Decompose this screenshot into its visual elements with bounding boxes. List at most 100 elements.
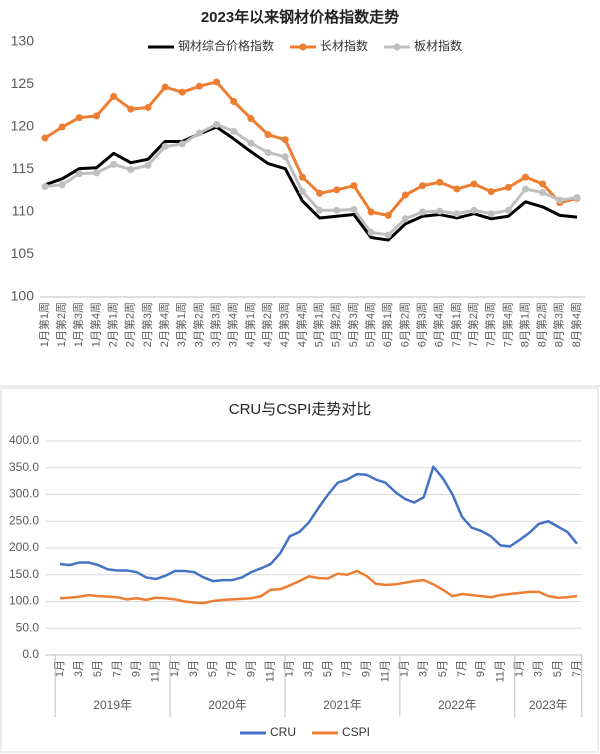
- data-point: [529, 591, 530, 592]
- x-tick-label: 7月第4周: [500, 302, 514, 347]
- data-point: [261, 596, 262, 597]
- data-point: [538, 523, 539, 524]
- x-tick-label: 9月: [130, 660, 142, 677]
- data-point: [442, 589, 443, 590]
- data-point: [577, 596, 578, 597]
- x-tick-label: 11月: [150, 660, 162, 682]
- data-point: [557, 526, 558, 527]
- data-point: [178, 88, 186, 96]
- data-point: [567, 531, 568, 532]
- data-point: [165, 598, 166, 599]
- data-point: [308, 522, 309, 523]
- legend-label: CRU: [270, 725, 296, 739]
- y-tick-label: 120: [11, 118, 35, 134]
- data-point: [69, 597, 70, 598]
- data-point: [423, 580, 424, 581]
- x-tick-label: 5月第4周: [363, 302, 377, 347]
- data-point: [470, 206, 478, 214]
- y-tick-label: 130: [11, 33, 35, 49]
- x-tick-label: 9月: [245, 660, 257, 677]
- data-point: [500, 545, 501, 546]
- data-point: [462, 594, 463, 595]
- x-tick-label: 1月: [513, 660, 525, 677]
- data-point: [127, 570, 128, 571]
- data-point: [130, 162, 131, 163]
- data-point: [481, 530, 482, 531]
- data-point: [155, 579, 156, 580]
- data-point: [557, 597, 558, 598]
- data-point: [577, 217, 578, 218]
- x-tick-label: 8月第2周: [535, 302, 549, 347]
- data-point: [487, 210, 495, 218]
- data-point: [433, 466, 434, 467]
- data-point: [419, 182, 427, 190]
- data-point: [347, 479, 348, 480]
- data-point: [155, 597, 156, 598]
- data-point: [350, 205, 358, 213]
- data-point: [232, 599, 233, 600]
- data-point: [146, 577, 147, 578]
- data-point: [567, 597, 568, 598]
- series-line: [44, 80, 578, 217]
- x-tick-label: 4月第2周: [260, 302, 274, 347]
- data-point: [385, 584, 386, 585]
- data-point: [184, 601, 185, 602]
- x-tick-label: 11月: [265, 660, 277, 682]
- data-point: [350, 182, 358, 190]
- x-tick-label: 5月第2周: [329, 302, 343, 347]
- data-point: [222, 599, 223, 600]
- data-point: [233, 138, 234, 139]
- data-point: [147, 159, 148, 160]
- data-point: [405, 223, 406, 224]
- data-point: [289, 585, 290, 586]
- data-point: [319, 217, 320, 218]
- data-point: [395, 491, 396, 492]
- data-point: [366, 575, 367, 576]
- data-point: [573, 194, 581, 202]
- data-point: [107, 596, 108, 597]
- data-point: [213, 78, 221, 86]
- data-point: [436, 207, 444, 215]
- data-point: [500, 595, 501, 596]
- chart-title: 2023年以来钢材价格指数走势: [201, 8, 399, 26]
- data-point: [404, 498, 405, 499]
- x-tick-label: 7月第2周: [466, 302, 480, 347]
- data-point: [504, 206, 512, 214]
- x-tick-label: 5月第1周: [311, 302, 325, 347]
- data-point: [213, 581, 214, 582]
- x-tick-label: 5月: [207, 660, 219, 677]
- data-point: [261, 568, 262, 569]
- legend-label: 板材指数: [414, 38, 462, 53]
- x-tick-label: 3月第3周: [209, 302, 223, 347]
- y-tick-label: 110: [12, 203, 35, 219]
- data-point: [251, 572, 252, 573]
- data-point: [165, 141, 166, 142]
- data-point: [356, 474, 357, 475]
- data-point: [453, 185, 461, 193]
- x-tick-label: 5月: [322, 660, 334, 677]
- data-point: [491, 218, 492, 219]
- y-tick-label: 100: [11, 288, 35, 304]
- data-point: [462, 516, 463, 517]
- data-point: [75, 114, 83, 122]
- data-point: [487, 188, 495, 196]
- year-label: 2023年: [529, 698, 568, 712]
- data-point: [353, 214, 354, 215]
- x-tick-label: 1月: [284, 660, 296, 677]
- data-point: [213, 600, 214, 601]
- data-point: [471, 595, 472, 596]
- data-point: [522, 173, 530, 181]
- data-point: [113, 153, 114, 154]
- data-point: [241, 598, 242, 599]
- y-tick-label: 150.0: [9, 567, 39, 581]
- x-tick-label: 1月: [399, 660, 411, 677]
- y-tick-label: 50.0: [16, 620, 40, 634]
- data-point: [161, 143, 169, 151]
- data-point: [79, 562, 80, 563]
- x-tick-label: 8月第1周: [517, 302, 531, 347]
- data-point: [136, 572, 137, 573]
- data-point: [184, 571, 185, 572]
- x-tick-label: 1月第4周: [88, 302, 102, 347]
- y-tick-label: 300.0: [9, 487, 39, 501]
- data-point: [41, 134, 49, 142]
